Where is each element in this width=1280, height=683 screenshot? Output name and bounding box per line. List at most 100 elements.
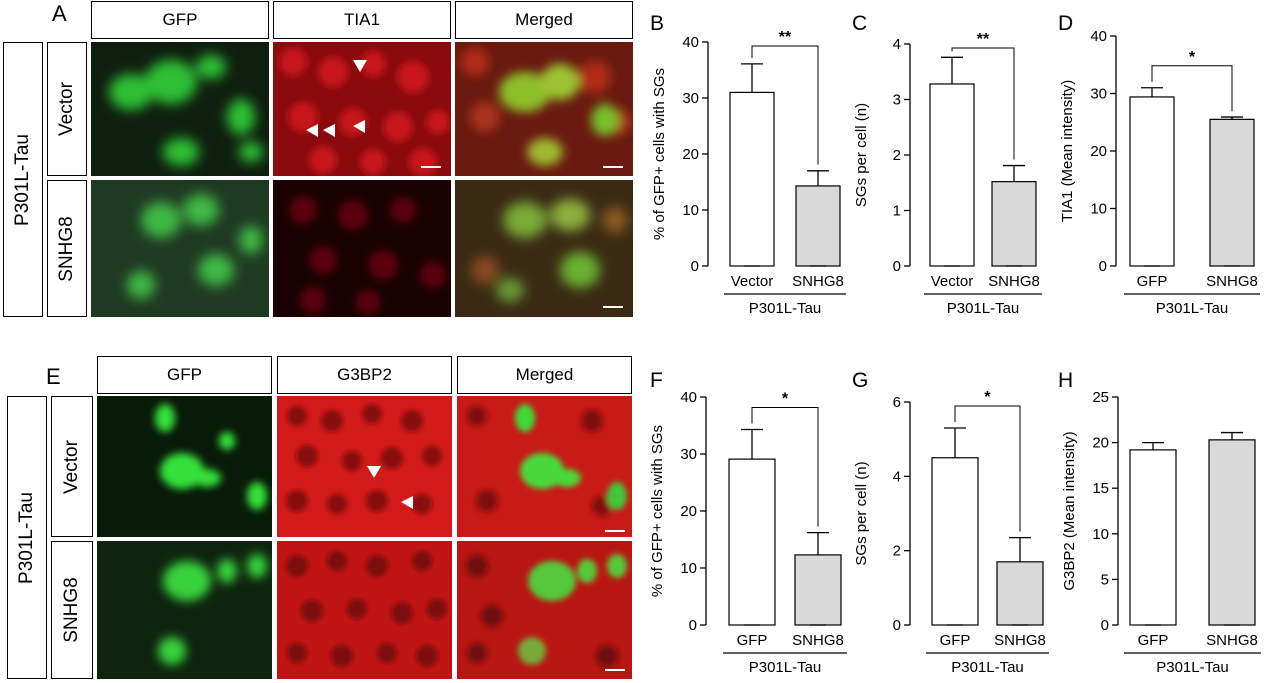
- y-tick-label-d: 30: [1090, 86, 1107, 103]
- micrograph-gfp-vector: [91, 42, 269, 176]
- x-tick-label-h: GFP: [1138, 632, 1169, 649]
- x-tick-label-g: GFP: [940, 632, 971, 649]
- y-axis-label-f: % of GFP+ cells with SGs: [649, 425, 666, 597]
- y-tick-label-d: 20: [1090, 143, 1107, 160]
- bar-h-gfp: [1129, 449, 1177, 626]
- group-label-box: P301L-Tau: [3, 42, 43, 317]
- x-tick-label-d: GFP: [1137, 273, 1168, 290]
- y-tick-label-c: 2: [893, 147, 901, 164]
- row-label-box-snhg8: SNHG8: [47, 180, 87, 317]
- y-tick-label-c: 1: [893, 203, 901, 220]
- column-header-gfp: GFP: [91, 1, 269, 39]
- group-label-g: P301L-Tau: [951, 659, 1024, 676]
- y-tick-label-h: 10: [1092, 526, 1109, 543]
- y-axis-label-g: SGs per cell (n): [853, 461, 870, 565]
- x-tick-label-b: Vector: [731, 273, 774, 290]
- row-label-box-vector-2: Vector: [51, 396, 93, 537]
- significance-label-b: **: [779, 29, 792, 46]
- significance-label-d: *: [1189, 49, 1196, 66]
- group-label-d: P301L-Tau: [1156, 300, 1229, 317]
- significance-bracket-f: [751, 406, 819, 527]
- micrograph-gfp-snhg8: [91, 180, 269, 317]
- micrograph-merged-vector-2: [457, 396, 632, 537]
- micrograph-merged-vector: [455, 42, 633, 176]
- bar-g-gfp: [931, 457, 979, 626]
- group-label-h: P301L-Tau: [1156, 659, 1229, 676]
- significance-bracket-c: [951, 47, 1015, 160]
- bar-b-snhg8: [795, 185, 841, 267]
- y-tick-label-g: 0: [893, 617, 901, 634]
- group-label-f: P301L-Tau: [749, 659, 822, 676]
- y-tick-label-c: 3: [893, 92, 901, 109]
- y-tick-label-b: 0: [691, 258, 699, 275]
- micrograph-tia1-vector: [273, 42, 451, 176]
- x-tick-label-f: SNHG8: [792, 632, 844, 649]
- bar-f-gfp: [728, 458, 776, 626]
- bar-c-vector: [929, 83, 975, 267]
- panel-letter-e: E: [46, 364, 61, 389]
- y-axis-label-b: % of GFP+ cells with SGs: [651, 68, 668, 240]
- y-tick-label-g: 2: [893, 543, 901, 560]
- y-tick-label-d: 10: [1090, 201, 1107, 218]
- y-tick-label-b: 40: [682, 34, 699, 51]
- group-label-box-2: P301L-Tau: [7, 396, 47, 679]
- significance-bracket-g: [954, 405, 1021, 532]
- significance-bracket-b: [751, 45, 819, 165]
- micrograph-gfp-snhg8-2: [97, 541, 272, 679]
- y-tick-label-h: 20: [1092, 435, 1109, 452]
- y-tick-label-b: 20: [682, 146, 699, 163]
- bar-d-snhg8: [1209, 118, 1255, 267]
- row-label-box-vector: Vector: [47, 42, 87, 176]
- y-tick-label-f: 10: [680, 560, 697, 577]
- significance-label-c: **: [977, 31, 990, 48]
- y-tick-label-f: 30: [680, 446, 697, 463]
- bar-c-snhg8: [991, 181, 1037, 267]
- group-label-c: P301L-Tau: [947, 300, 1020, 317]
- y-tick-label-f: 40: [680, 389, 697, 406]
- panel-letter-f: F: [650, 369, 663, 392]
- bar-h-snhg8: [1208, 439, 1256, 626]
- column-header-merged-2: Merged: [457, 356, 632, 394]
- panel-letter-g: G: [852, 369, 868, 392]
- bar-g-snhg8: [996, 561, 1044, 626]
- panel-letter-a: A: [52, 1, 67, 26]
- group-label-b: P301L-Tau: [749, 300, 822, 317]
- y-tick-label-f: 0: [689, 617, 697, 634]
- micrograph-tia1-snhg8: [273, 180, 451, 317]
- y-axis-label-c: SGs per cell (n): [853, 103, 870, 207]
- y-tick-label-b: 10: [682, 202, 699, 219]
- x-tick-label-f: GFP: [737, 632, 768, 649]
- significance-label-g: *: [984, 389, 991, 406]
- y-tick-label-h: 15: [1092, 480, 1109, 497]
- x-tick-label-d: SNHG8: [1206, 273, 1258, 290]
- bar-d-gfp: [1129, 96, 1175, 267]
- y-tick-label-h: 0: [1101, 617, 1109, 634]
- y-axis-label-d: TIA1 (Mean intensity): [1059, 80, 1076, 223]
- y-tick-label-d: 40: [1090, 28, 1107, 45]
- micrograph-g3bp2-snhg8: [277, 541, 452, 679]
- column-header-merged: Merged: [455, 1, 633, 39]
- y-tick-label-g: 4: [893, 468, 901, 485]
- x-tick-label-c: Vector: [931, 273, 974, 290]
- x-tick-label-h: SNHG8: [1206, 632, 1258, 649]
- y-tick-label-g: 6: [893, 394, 901, 411]
- significance-label-f: *: [782, 390, 789, 407]
- significance-bracket-d: [1151, 65, 1233, 112]
- panel-letter-h: H: [1058, 369, 1073, 392]
- column-header-gfp-2: GFP: [97, 356, 272, 394]
- y-tick-label-d: 0: [1099, 258, 1107, 275]
- micrograph-g3bp2-vector: [277, 396, 452, 537]
- panel-letter-d: D: [1058, 12, 1073, 35]
- micrograph-merged-snhg8: [455, 180, 633, 317]
- panel-letter-c: C: [852, 12, 867, 35]
- micrograph-merged-snhg8-2: [457, 541, 632, 679]
- column-header-tia1: TIA1: [273, 1, 451, 39]
- y-tick-label-c: 0: [893, 258, 901, 275]
- column-header-g3bp2: G3BP2: [277, 356, 452, 394]
- panel-letter-b: B: [650, 12, 664, 35]
- x-tick-label-b: SNHG8: [792, 273, 844, 290]
- y-tick-label-b: 30: [682, 90, 699, 107]
- y-tick-label-h: 25: [1092, 389, 1109, 406]
- bar-b-vector: [729, 91, 775, 267]
